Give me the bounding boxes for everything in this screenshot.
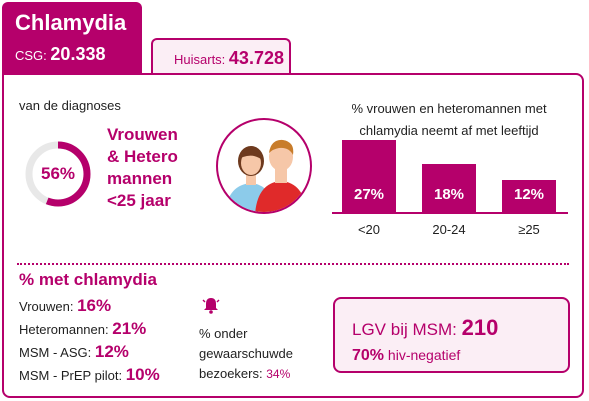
stat-label: Heteromannen: (19, 322, 109, 337)
huisarts-label: Huisarts: (174, 52, 226, 67)
bar-category-label: 20-24 (432, 222, 466, 237)
page-title: Chlamydia (15, 10, 127, 35)
notified-value: 34% (266, 367, 291, 381)
people-illustration (216, 118, 312, 214)
stat-row-msm-asg: MSM - ASG: 12% (19, 342, 129, 362)
lgv-sub-label: hiv-negatief (387, 347, 461, 363)
stat-value: 16% (77, 296, 112, 315)
main-title-tab: Chlamydia CSG: 20.338 (2, 2, 142, 75)
csg-label: CSG: (15, 48, 47, 63)
bar-category-label: <20 (357, 222, 381, 237)
group-line-1: Vrouwen (107, 125, 178, 144)
stat-label: Vrouwen: (19, 299, 74, 314)
group-line-3: mannen (107, 169, 173, 188)
notified-text: % onder gewaarschuwde bezoekers: 34% (199, 324, 293, 384)
bar-category-label: ≥25 (518, 222, 540, 237)
stat-row-msm-prep: MSM - PrEP pilot: 10% (19, 365, 160, 385)
csg-count: CSG: 20.338 (15, 44, 105, 65)
group-line-2: & Hetero (107, 147, 178, 166)
bar-1 (422, 164, 476, 212)
stat-label: MSM - PrEP pilot: (19, 368, 123, 383)
lgv-value: 210 (461, 315, 499, 340)
stat-value: 21% (112, 319, 147, 338)
bar-value-label: 18% (433, 186, 465, 203)
bar-0 (342, 140, 396, 212)
stat-value: 12% (94, 342, 129, 361)
diagnoses-percent: 56% (40, 164, 76, 183)
section-divider (17, 263, 569, 265)
bar-value-label: 12% (513, 186, 545, 203)
stat-value: 10% (125, 365, 160, 384)
age-chart-plot (332, 140, 568, 212)
age-chart-title-line-1: % vrouwen en heteromannen met (351, 101, 547, 116)
huisarts-tab: Huisarts: 43.728 (151, 38, 291, 75)
csg-value: 20.338 (50, 44, 106, 64)
age-chart-title-line-2: chlamydia neemt af met leeftijd (359, 123, 539, 138)
group-line-4: <25 jaar (107, 191, 171, 210)
lgv-box: LGV bij MSM: 210 70% hiv-negatief (333, 297, 570, 373)
lgv-label: LGV bij MSM: (352, 320, 457, 339)
bell-icon (202, 298, 220, 314)
bar-value-label: 27% (353, 186, 385, 203)
chlamydia-pct-title: % met chlamydia (19, 270, 157, 289)
notified-line-2: gewaarschuwde (199, 346, 293, 361)
diagnoses-donut (25, 141, 91, 207)
stat-row-heteromannen: Heteromannen: 21% (19, 319, 146, 339)
age-chart-title: % vrouwen en heteromannen met chlamydia … (334, 98, 564, 142)
lgv-hiv: 70% hiv-negatief (352, 347, 460, 365)
bar-2 (502, 180, 556, 212)
notified-line-3: bezoekers: 34% (199, 364, 293, 384)
stat-row-vrouwen: Vrouwen: 16% (19, 296, 111, 316)
age-chart-axis (332, 212, 568, 214)
notified-label: bezoekers: (199, 366, 263, 381)
notified-line-1: % onder (199, 326, 248, 341)
lgv-sub-value: 70% (352, 347, 385, 364)
stat-label: MSM - ASG: (19, 345, 92, 360)
lgv-count: LGV bij MSM: 210 (352, 315, 498, 341)
diagnoses-label: van de diagnoses (19, 98, 121, 113)
huisarts-value: 43.728 (228, 48, 284, 68)
diagnoses-group: Vrouwen & Hetero mannen <25 jaar (107, 124, 178, 212)
